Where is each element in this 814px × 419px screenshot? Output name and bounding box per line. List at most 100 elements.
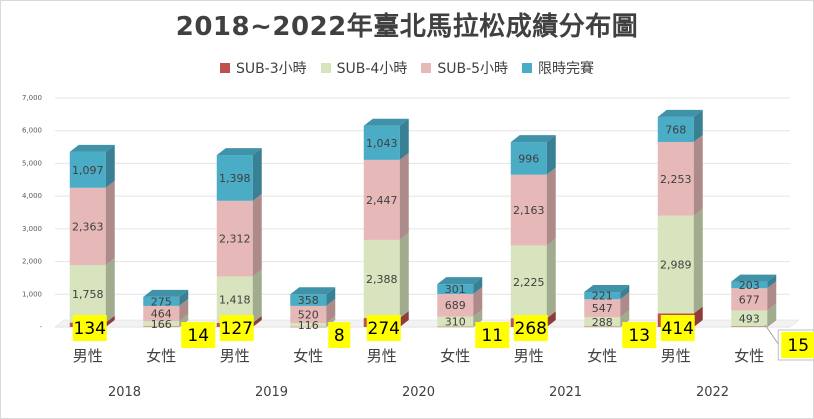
bar-side: [326, 298, 336, 323]
x-tick-label-gender: 男性: [73, 347, 103, 365]
data-label: 203: [739, 279, 760, 292]
bar-side: [252, 269, 262, 323]
bar-segment: [510, 245, 547, 319]
sub3-label-box: [475, 322, 510, 348]
sub3-label-box: [513, 315, 548, 341]
bar-segment: [363, 125, 400, 160]
bar-side: [179, 289, 189, 306]
bar-side: [399, 152, 409, 240]
bar-segment: [731, 281, 768, 289]
x-tick-label-gender: 女性: [440, 347, 470, 365]
data-label: 2,253: [660, 173, 692, 186]
bar-segment: [143, 305, 180, 322]
bar-side: [179, 298, 189, 322]
leader-line: [764, 324, 779, 345]
sub3-data-label: 414: [662, 319, 694, 339]
bar-side: [767, 319, 777, 327]
x-tick-label-gender: 男性: [367, 347, 397, 365]
bar-side: [620, 292, 630, 318]
bar-side: [693, 134, 703, 216]
bar-side: [105, 144, 115, 188]
data-label: 358: [298, 294, 319, 307]
x-tick-label-gender: 男性: [661, 347, 691, 365]
legend-label-sub5: SUB-5小時: [437, 61, 509, 77]
bar-top: [437, 277, 483, 285]
bar-segment: [510, 174, 547, 246]
x-tick-label-gender: 女性: [734, 347, 764, 365]
bar-segment: [216, 200, 253, 277]
y-tick-label: 4,000: [22, 192, 42, 200]
bar-side: [546, 135, 556, 175]
bar-segment: [437, 316, 474, 327]
bar-side: [546, 167, 556, 246]
sub3-data-label: 274: [368, 319, 400, 339]
bar-top: [510, 135, 556, 143]
legend-label-sub4: SUB-4小時: [336, 61, 408, 77]
sub3-label-box: [660, 315, 695, 341]
bar-side: [473, 286, 483, 317]
y-tick-label: 5,000: [22, 159, 42, 167]
data-label: 2,225: [513, 276, 545, 289]
bar-side: [693, 306, 703, 327]
x-tick-label-gender: 女性: [293, 347, 323, 365]
bar-segment: [290, 294, 327, 306]
sub3-data-label: 8: [334, 326, 345, 346]
sub3-label-frame: [777, 329, 814, 361]
data-label: 768: [665, 123, 686, 136]
legend-swatch-sub5: [421, 63, 432, 73]
data-label: 2,447: [366, 194, 398, 207]
bar-segment: [363, 159, 400, 240]
y-tick-label: 6,000: [22, 127, 42, 135]
bar-side: [252, 148, 262, 201]
legend-swatch-sub3: [219, 63, 230, 73]
sub3-label-box: [219, 315, 254, 341]
data-label: 1,398: [219, 172, 251, 185]
legend-item-sub5: SUB-5小時: [421, 58, 508, 78]
bar-segment: [437, 293, 474, 317]
x-tick-label-gender: 男性: [514, 347, 544, 365]
bar-top: [69, 144, 115, 152]
bar-segment: [731, 326, 768, 328]
data-label: 1,043: [366, 137, 398, 150]
bar-side: [252, 193, 262, 277]
data-label: 493: [739, 312, 760, 325]
bar-top: [216, 148, 262, 156]
bar-side: [546, 238, 556, 319]
bar-side: [105, 180, 115, 266]
bar-side: [326, 287, 336, 306]
legend-label-sub3: SUB-3小時: [235, 61, 307, 77]
data-label: 116: [298, 319, 319, 332]
bar-segment: [657, 116, 694, 142]
sub3-label-box: [181, 322, 216, 348]
bar-side: [620, 285, 630, 300]
data-label: 301: [445, 283, 466, 296]
y-tick-label: 7,000: [22, 94, 42, 102]
bar-side: [399, 311, 409, 327]
x-tick-label-gender: 女性: [587, 347, 617, 365]
bar-segment: [731, 310, 768, 327]
y-tick-label: -: [39, 323, 42, 331]
legend-swatch-timelimit: [522, 63, 533, 73]
sub3-data-label: 14: [187, 326, 209, 346]
sub3-data-label: 134: [74, 319, 106, 339]
data-label: 996: [518, 152, 539, 165]
sub3-label-box: [328, 322, 351, 348]
y-tick-label: 2,000: [22, 258, 42, 266]
bar-segment: [584, 299, 621, 318]
bar-segment: [437, 326, 474, 328]
bar-segment: [69, 187, 106, 266]
x-tick-label-year: 2022: [696, 385, 729, 400]
x-tick-label-year: 2021: [549, 385, 582, 400]
sub3-label-box: [366, 315, 401, 341]
data-label: 464: [151, 308, 172, 321]
x-tick-label-gender: 女性: [146, 347, 176, 365]
bar-top: [363, 118, 409, 126]
data-label: 221: [592, 290, 613, 303]
bar-segment: [143, 326, 180, 328]
bar-side: [693, 109, 703, 142]
y-tick-label: 1,000: [22, 290, 42, 298]
data-label: 1,758: [72, 288, 104, 301]
bar-side: [767, 281, 777, 311]
bar-segment: [143, 296, 180, 306]
